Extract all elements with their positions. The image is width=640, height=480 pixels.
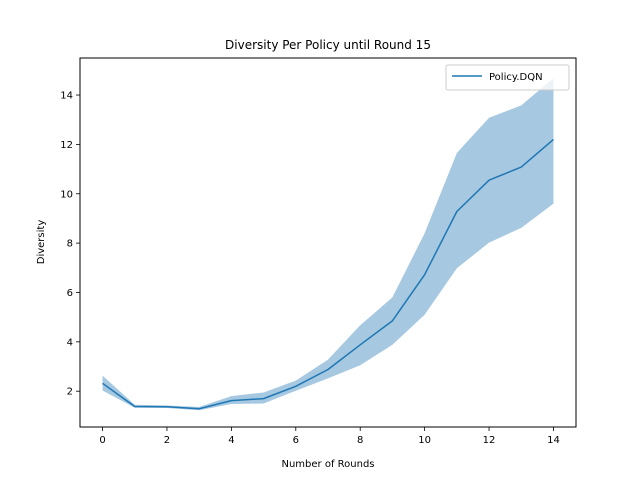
y-tick-label: 12 (60, 140, 73, 151)
legend: Policy.DQN (445, 64, 570, 91)
x-tick-label: 6 (293, 435, 299, 446)
x-tick-label: 12 (483, 435, 496, 446)
x-tick-label: 14 (547, 435, 560, 446)
plot-frame (79, 57, 577, 428)
legend-label-policy-dqn: Policy.DQN (489, 72, 543, 83)
y-tick-label: 14 (60, 91, 73, 102)
x-tick-label: 4 (228, 435, 234, 446)
legend-box (445, 64, 570, 91)
y-tick-label: 2 (67, 387, 73, 398)
y-tick-label: 6 (67, 288, 73, 299)
chart-title: Diversity Per Policy until Round 15 (225, 38, 431, 52)
y-axis-label: Diversity (36, 220, 47, 265)
x-tick-label: 10 (418, 435, 431, 446)
x-tick-label: 8 (357, 435, 363, 446)
y-tick-label: 10 (60, 189, 73, 200)
y-tick-label: 4 (67, 337, 73, 348)
confidence-band-policy-dqn (102, 78, 554, 411)
x-axis-label: Number of Rounds (281, 459, 374, 470)
x-tick-label: 0 (99, 435, 105, 446)
x-tick-label: 2 (164, 435, 170, 446)
y-tick-label: 8 (67, 239, 73, 250)
